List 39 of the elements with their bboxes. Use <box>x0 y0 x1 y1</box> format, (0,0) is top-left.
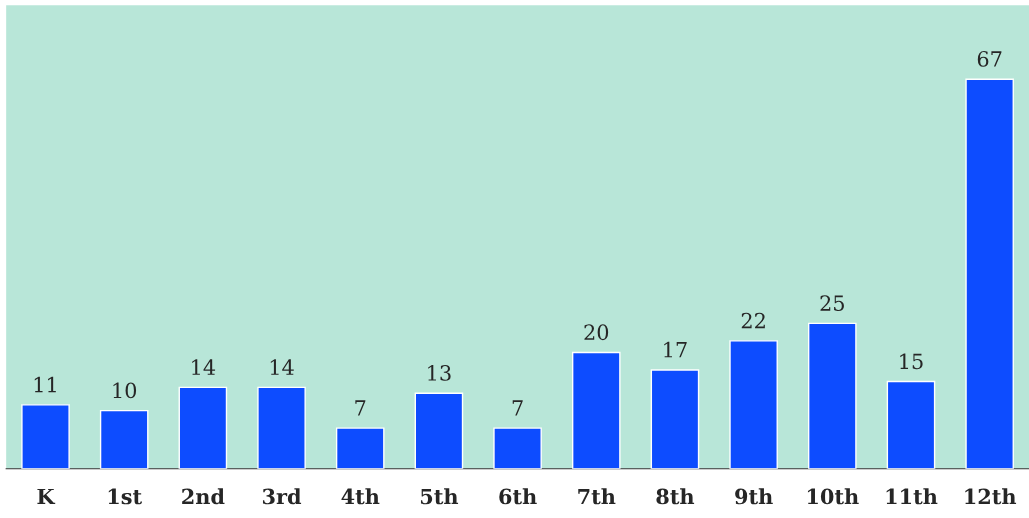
data-label: 20 <box>584 324 609 341</box>
bar <box>965 78 1014 469</box>
x-tick-label: 6th <box>499 488 537 505</box>
x-tick-label: 2nd <box>182 488 225 505</box>
bar <box>414 392 464 469</box>
bar <box>178 386 228 469</box>
data-label: 7 <box>355 400 366 416</box>
x-tick-label: 9th <box>735 488 773 505</box>
bar <box>21 404 70 469</box>
bar <box>808 322 857 469</box>
data-label: 11 <box>34 376 56 393</box>
data-label: 25 <box>820 295 844 312</box>
bar <box>99 409 149 469</box>
x-tick-label: 1st <box>108 488 143 505</box>
bar <box>571 351 621 469</box>
data-label: 17 <box>664 341 687 358</box>
data-label: 14 <box>192 359 216 375</box>
x-tick-label: K <box>37 488 56 505</box>
x-tick-label: 5th <box>420 488 459 505</box>
x-tick-label: 3rd <box>262 488 302 505</box>
bar <box>257 386 306 469</box>
data-label: 14 <box>270 359 294 375</box>
data-label: 13 <box>428 365 451 381</box>
bar <box>335 427 385 469</box>
bar <box>729 340 778 469</box>
x-tick-label: 11th <box>886 488 938 505</box>
x-tick-label: 10th <box>807 488 859 505</box>
x-tick-label: 7th <box>578 488 616 505</box>
bar <box>886 380 936 469</box>
x-tick-label: 12th <box>965 488 1017 505</box>
data-label: 67 <box>977 51 1002 67</box>
x-tick-label: 8th <box>656 488 695 505</box>
x-tick-label: 4th <box>341 488 380 505</box>
data-label: 7 <box>512 400 523 416</box>
bar <box>493 427 542 469</box>
bar <box>650 369 700 469</box>
data-label: 22 <box>741 312 765 329</box>
data-label: 10 <box>113 382 137 399</box>
data-label: 15 <box>900 353 923 370</box>
